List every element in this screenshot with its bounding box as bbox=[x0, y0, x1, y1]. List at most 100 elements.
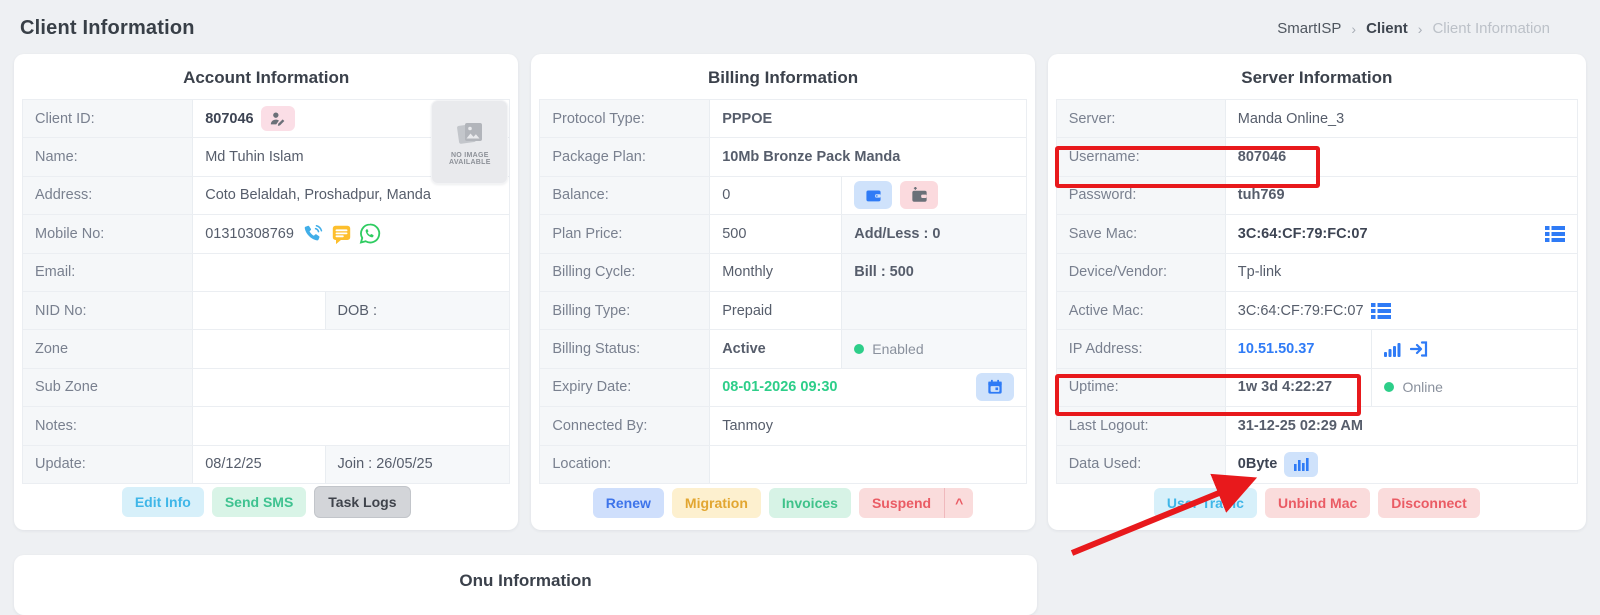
invoices-button[interactable]: Invoices bbox=[768, 487, 851, 518]
task-logs-button[interactable]: Task Logs bbox=[314, 485, 411, 518]
balance-value: 0 bbox=[722, 187, 731, 204]
whatsapp-icon[interactable] bbox=[358, 222, 382, 245]
row-label: Zone bbox=[23, 330, 194, 368]
row-label: Server: bbox=[1056, 100, 1226, 138]
table-row-last-logout: Last Logout: 31-12-25 02:29 AM bbox=[1056, 407, 1577, 446]
row-label: Name: bbox=[23, 138, 194, 176]
wallet-icon bbox=[866, 190, 881, 202]
table-row-protocol: Protocol Type: PPPOE bbox=[540, 100, 1026, 139]
row-label: Plan Price: bbox=[540, 215, 711, 253]
ip-address-link[interactable]: 10.51.50.37 bbox=[1237, 341, 1315, 358]
row-label: Data Used: bbox=[1056, 445, 1226, 483]
renew-button[interactable]: Renew bbox=[592, 487, 664, 518]
row-label: Address: bbox=[23, 176, 194, 215]
migration-button[interactable]: Migration bbox=[671, 487, 761, 518]
page-title: Client Information bbox=[20, 17, 195, 39]
billing-table: Protocol Type: PPPOE Package Plan: 10Mb … bbox=[539, 99, 1027, 484]
sms-icon[interactable] bbox=[330, 223, 353, 245]
bill-amount-value: Bill : 500 bbox=[841, 253, 1026, 291]
table-row-ip: IP Address: 10.51.50.37 bbox=[1056, 330, 1577, 369]
table-row-balance: Balance: 0 bbox=[540, 176, 1026, 216]
suspend-split-button: Suspend ^ bbox=[858, 487, 974, 518]
billing-type-value: Prepaid bbox=[722, 302, 773, 319]
breadcrumb-app[interactable]: SmartISP bbox=[1277, 20, 1342, 37]
table-row-uptime: Uptime: 1w 3d 4:22:27 Online bbox=[1056, 368, 1577, 408]
location-value bbox=[710, 446, 1025, 483]
page-header: Client Information SmartISP › Client › C… bbox=[0, 0, 1600, 40]
row-label: Package Plan: bbox=[540, 138, 711, 176]
row-label: Billing Cycle: bbox=[540, 253, 711, 291]
name-value: Md Tuhin Islam bbox=[205, 149, 304, 166]
breadcrumb-section[interactable]: Client bbox=[1366, 20, 1408, 37]
join-date-value: Join : 26/05/25 bbox=[324, 445, 510, 483]
add-balance-button[interactable] bbox=[854, 181, 893, 210]
unbind-mac-button[interactable]: Unbind Mac bbox=[1264, 487, 1371, 518]
package-value: 10Mb Bronze Pack Manda bbox=[722, 149, 901, 166]
email-value bbox=[193, 254, 509, 291]
billing-type-extra bbox=[841, 291, 1026, 330]
send-sms-button[interactable]: Send SMS bbox=[211, 486, 307, 517]
row-label: Device/Vendor: bbox=[1056, 253, 1226, 291]
table-row-password: Password: tuh769 bbox=[1056, 176, 1577, 216]
onu-card-title: Onu Information bbox=[459, 571, 592, 590]
bar-chart-icon bbox=[1293, 457, 1309, 471]
adjust-balance-button[interactable] bbox=[900, 181, 939, 210]
table-row-mobile: Mobile No: 01310308769 bbox=[23, 215, 510, 254]
user-traffic-button[interactable]: User Traffic bbox=[1153, 487, 1257, 518]
data-used-value: 0Byte bbox=[1237, 456, 1278, 473]
table-row-location: Location: bbox=[540, 445, 1025, 483]
billing-information-card: Billing Information Protocol Type: PPPOE… bbox=[531, 54, 1035, 530]
billing-cycle-value: Monthly bbox=[722, 264, 773, 281]
table-row-data-used: Data Used: 0Byte bbox=[1056, 445, 1577, 483]
table-row-zone: Zone bbox=[23, 330, 510, 369]
update-value: 08/12/25 bbox=[205, 456, 262, 473]
table-row-active-mac: Active Mac: 3C:64:CF:79:FC:07 bbox=[1056, 291, 1577, 331]
dob-value: DOB : bbox=[324, 291, 510, 330]
enabled-status-dot bbox=[854, 344, 865, 355]
device-vendor-value: Tp-link bbox=[1237, 264, 1282, 281]
server-card-title: Server Information bbox=[1241, 68, 1393, 87]
edit-info-button[interactable]: Edit Info bbox=[121, 486, 204, 517]
subzone-value bbox=[193, 369, 509, 406]
signal-bars-icon[interactable] bbox=[1384, 342, 1402, 357]
account-table: Client ID: 807046 Name: Md Tuhin Islam bbox=[22, 99, 511, 484]
mac-list-icon[interactable] bbox=[1370, 302, 1391, 319]
suspend-button[interactable]: Suspend bbox=[871, 494, 932, 511]
no-image-label: NO IMAGE AVAILABLE bbox=[448, 151, 491, 166]
suspend-caret-icon[interactable]: ^ bbox=[944, 487, 973, 518]
breadcrumb-separator-icon: › bbox=[1417, 20, 1423, 37]
protocol-value: PPPOE bbox=[722, 110, 773, 127]
mac-list-icon[interactable] bbox=[1544, 225, 1565, 242]
phone-volume-icon[interactable] bbox=[301, 223, 325, 245]
client-photo-placeholder: NO IMAGE AVAILABLE bbox=[431, 100, 509, 184]
calendar-icon bbox=[987, 380, 1002, 395]
table-row-email: Email: bbox=[23, 253, 510, 292]
save-mac-value: 3C:64:CF:79:FC:07 bbox=[1237, 225, 1368, 242]
server-information-card: Server Information Server: Manda Online_… bbox=[1047, 54, 1586, 530]
plan-price-value: 500 bbox=[722, 225, 747, 242]
data-usage-chart-button[interactable] bbox=[1284, 451, 1319, 477]
disconnect-button[interactable]: Disconnect bbox=[1378, 487, 1480, 518]
billing-status-value: Active bbox=[722, 341, 766, 358]
row-label: Last Logout: bbox=[1056, 407, 1226, 445]
photo-placeholder-icon bbox=[456, 122, 482, 144]
edit-client-id-button[interactable] bbox=[260, 106, 295, 132]
table-row-address: Address: Coto Belaldah, Proshadpur, Mand… bbox=[23, 176, 510, 216]
row-label: Protocol Type: bbox=[540, 100, 711, 138]
row-label: Active Mac: bbox=[1056, 291, 1226, 330]
notes-value bbox=[193, 407, 509, 444]
row-label: Billing Status: bbox=[540, 330, 711, 368]
billing-card-title: Billing Information bbox=[707, 68, 859, 87]
row-label: Password: bbox=[1056, 176, 1226, 215]
sign-in-icon[interactable] bbox=[1410, 341, 1428, 357]
active-mac-value: 3C:64:CF:79:FC:07 bbox=[1237, 302, 1364, 319]
table-row-device-vendor: Device/Vendor: Tp-link bbox=[1056, 253, 1577, 292]
breadcrumb-current: Client Information bbox=[1432, 20, 1550, 37]
row-label: Expiry Date: bbox=[540, 368, 711, 407]
row-label: Balance: bbox=[540, 176, 711, 215]
row-label: Notes: bbox=[23, 407, 194, 445]
table-row-billing-type: Billing Type: Prepaid bbox=[540, 291, 1026, 331]
onu-information-card: Onu Information bbox=[14, 555, 1037, 615]
change-expiry-button[interactable] bbox=[975, 373, 1014, 402]
online-status-dot bbox=[1384, 382, 1395, 393]
